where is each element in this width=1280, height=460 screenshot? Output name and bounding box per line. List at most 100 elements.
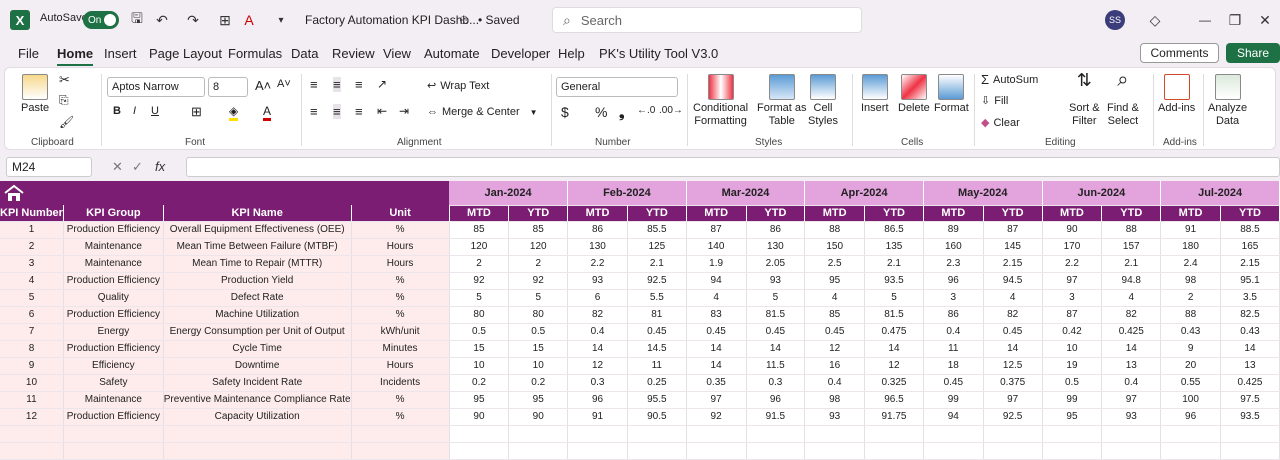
empty-cell[interactable] — [1220, 442, 1280, 460]
mtd-header[interactable]: MTD — [923, 205, 984, 222]
table-cell[interactable]: 19 — [1042, 357, 1103, 375]
table-cell[interactable]: 2 — [0, 238, 64, 256]
save-icon[interactable]: 🖫 — [131, 10, 143, 26]
table-cell[interactable]: 96 — [746, 391, 806, 409]
table-cell[interactable]: 13 — [1101, 357, 1162, 375]
empty-cell[interactable] — [923, 442, 984, 460]
table-cell[interactable]: Safety — [63, 374, 164, 392]
ytd-header[interactable]: YTD — [864, 205, 924, 222]
table-cell[interactable]: 135 — [864, 238, 924, 256]
table-cell[interactable]: 12 — [864, 357, 924, 375]
table-cell[interactable]: 0.3 — [567, 374, 628, 392]
table-cell[interactable]: 20 — [1160, 357, 1221, 375]
table-cell[interactable]: 3.5 — [1220, 289, 1280, 307]
table-cell[interactable]: 0.2 — [449, 374, 510, 392]
empty-cell[interactable] — [351, 425, 450, 443]
table-cell[interactable]: 160 — [923, 238, 984, 256]
table-cell[interactable]: 0.5 — [449, 323, 510, 341]
table-cell[interactable]: 4 — [686, 289, 747, 307]
enter-icon[interactable]: ✓ — [132, 159, 143, 174]
table-cell[interactable]: Mean Time Between Failure (MTBF) — [163, 238, 352, 256]
fill-color-icon[interactable]: ◈ — [229, 104, 239, 121]
table-cell[interactable]: 82 — [1101, 306, 1162, 324]
indent-increase-icon[interactable]: ⇥ — [399, 104, 410, 118]
table-cell[interactable]: 2.5 — [804, 255, 866, 273]
font-color-icon[interactable]: A — [263, 104, 272, 121]
table-cell[interactable]: 92.5 — [627, 272, 687, 290]
table-cell[interactable]: 13 — [1220, 357, 1280, 375]
empty-cell[interactable] — [746, 442, 806, 460]
format-as-table-button[interactable]: Format as Table — [757, 74, 807, 128]
table-cell[interactable]: Cycle Time — [163, 340, 352, 358]
saved-status[interactable]: • Saved — [478, 13, 520, 27]
insert-cells-button[interactable]: Insert — [861, 74, 889, 115]
tab-file[interactable]: File — [18, 46, 39, 61]
table-cell[interactable]: 0.43 — [1220, 323, 1280, 341]
tab-help[interactable]: Help — [558, 46, 585, 61]
font-size-select[interactable]: 8 — [208, 77, 248, 97]
table-cell[interactable]: 0.425 — [1101, 323, 1162, 341]
table-cell[interactable]: 11 — [923, 340, 984, 358]
table-cell[interactable]: kWh/unit — [351, 323, 450, 341]
table-cell[interactable]: 170 — [1042, 238, 1103, 256]
table-cell[interactable]: 94 — [923, 408, 984, 426]
empty-cell[interactable] — [508, 442, 569, 460]
empty-cell[interactable] — [351, 442, 450, 460]
table-cell[interactable]: Safety Incident Rate — [163, 374, 352, 392]
mtd-header[interactable]: MTD — [1042, 205, 1103, 222]
name-box[interactable]: M24 — [6, 157, 92, 177]
border-icon[interactable]: ⊞ — [191, 104, 202, 119]
table-cell[interactable]: Hours — [351, 255, 450, 273]
empty-cell[interactable] — [686, 425, 747, 443]
table-cell[interactable]: % — [351, 289, 450, 307]
table-cell[interactable]: 4 — [983, 289, 1043, 307]
ytd-header[interactable]: YTD — [983, 205, 1043, 222]
table-cell[interactable]: Efficiency — [63, 357, 164, 375]
comma-icon[interactable]: ❟ — [619, 104, 625, 120]
empty-cell[interactable] — [567, 442, 628, 460]
currency-icon[interactable]: $ — [561, 104, 569, 120]
table-cell[interactable]: 15 — [449, 340, 510, 358]
cell-styles-button[interactable]: Cell Styles — [808, 74, 838, 128]
table-cell[interactable]: Production Efficiency — [63, 221, 164, 239]
column-header[interactable]: KPI Name — [163, 205, 352, 222]
empty-cell[interactable] — [1160, 425, 1221, 443]
wrap-text-button[interactable]: ↩ Wrap Text — [427, 79, 489, 93]
table-cell[interactable]: Quality — [63, 289, 164, 307]
table-cell[interactable]: Maintenance — [63, 238, 164, 256]
table-cell[interactable]: 0.45 — [627, 323, 687, 341]
comments-button[interactable]: Comments — [1140, 43, 1219, 63]
table-cell[interactable]: 130 — [746, 238, 806, 256]
table-cell[interactable]: 93 — [746, 272, 806, 290]
table-cell[interactable]: 97 — [1101, 391, 1162, 409]
empty-cell[interactable] — [804, 442, 866, 460]
clear-button[interactable]: ◆ Clear — [981, 116, 1020, 130]
table-cell[interactable]: 81 — [627, 306, 687, 324]
table-cell[interactable]: 10 — [508, 357, 569, 375]
table-cell[interactable]: 145 — [983, 238, 1043, 256]
table-cell[interactable]: 85.5 — [627, 221, 687, 239]
table-cell[interactable]: 0.43 — [1160, 323, 1221, 341]
table-cell[interactable]: Defect Rate — [163, 289, 352, 307]
table-cell[interactable]: 93.5 — [864, 272, 924, 290]
table-cell[interactable]: 125 — [627, 238, 687, 256]
table-cell[interactable]: Hours — [351, 357, 450, 375]
autosave-toggle[interactable]: On — [83, 11, 119, 29]
table-cell[interactable]: 95 — [449, 391, 510, 409]
table-cell[interactable]: Production Efficiency — [63, 340, 164, 358]
search-box[interactable]: ⌕ Search — [552, 7, 862, 33]
table-cell[interactable]: 5.5 — [627, 289, 687, 307]
table-cell[interactable]: 89 — [923, 221, 984, 239]
table-cell[interactable]: 18 — [923, 357, 984, 375]
table-cell[interactable]: 10 — [1042, 340, 1103, 358]
table-cell[interactable]: 90 — [1042, 221, 1103, 239]
italic-icon[interactable]: I — [133, 105, 137, 117]
table-cell[interactable]: 2.1 — [1101, 255, 1162, 273]
table-cell[interactable]: 2.2 — [567, 255, 628, 273]
table-cell[interactable]: 0.45 — [804, 323, 866, 341]
conditional-formatting-button[interactable]: Conditional Formatting — [693, 74, 748, 128]
table-cell[interactable]: 92 — [449, 272, 510, 290]
table-cell[interactable]: % — [351, 391, 450, 409]
home-icon[interactable] — [3, 184, 25, 202]
table-cell[interactable]: Incidents — [351, 374, 450, 392]
